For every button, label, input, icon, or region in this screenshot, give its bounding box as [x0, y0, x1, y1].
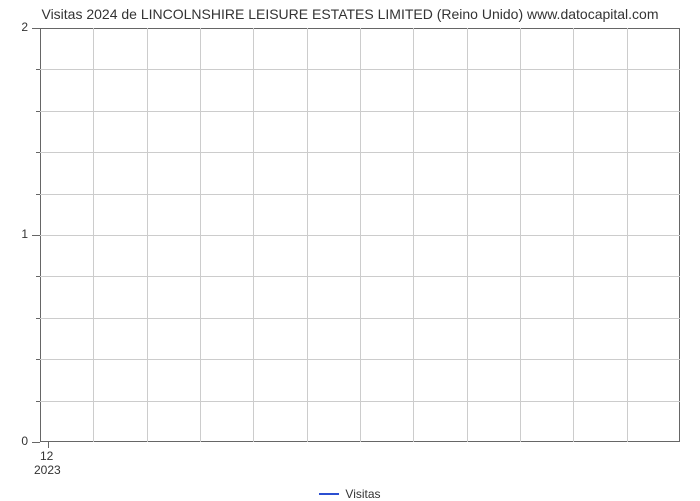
gridline-vertical [573, 28, 574, 442]
legend: Visitas [0, 486, 700, 501]
y-tick-major [32, 442, 40, 443]
gridline-vertical [200, 28, 201, 442]
chart-title: Visitas 2024 de LINCOLNSHIRE LEISURE EST… [0, 6, 700, 22]
y-tick-minor [36, 152, 40, 153]
y-tick-major [32, 28, 40, 29]
y-axis-label: 1 [21, 227, 28, 241]
y-tick-minor [36, 401, 40, 402]
legend-line-swatch [319, 493, 339, 495]
gridline-vertical [93, 28, 94, 442]
gridline-vertical [307, 28, 308, 442]
gridline-vertical [627, 28, 628, 442]
y-axis-label: 2 [21, 20, 28, 34]
x-tick [48, 442, 49, 448]
gridline-vertical [253, 28, 254, 442]
y-tick-minor [36, 359, 40, 360]
y-tick-minor [36, 111, 40, 112]
y-axis-label: 0 [21, 434, 28, 448]
gridline-vertical [360, 28, 361, 442]
chart-container: Visitas 2024 de LINCOLNSHIRE LEISURE EST… [0, 0, 700, 500]
x-axis-year-label: 2023 [34, 463, 61, 477]
y-tick-minor [36, 276, 40, 277]
y-tick-major [32, 235, 40, 236]
gridline-vertical [413, 28, 414, 442]
y-tick-minor [36, 194, 40, 195]
x-axis-label: 12 [40, 449, 53, 463]
gridline-vertical [520, 28, 521, 442]
y-tick-minor [36, 69, 40, 70]
y-tick-minor [36, 318, 40, 319]
gridline-vertical [147, 28, 148, 442]
gridline-vertical [467, 28, 468, 442]
legend-label: Visitas [345, 487, 380, 501]
